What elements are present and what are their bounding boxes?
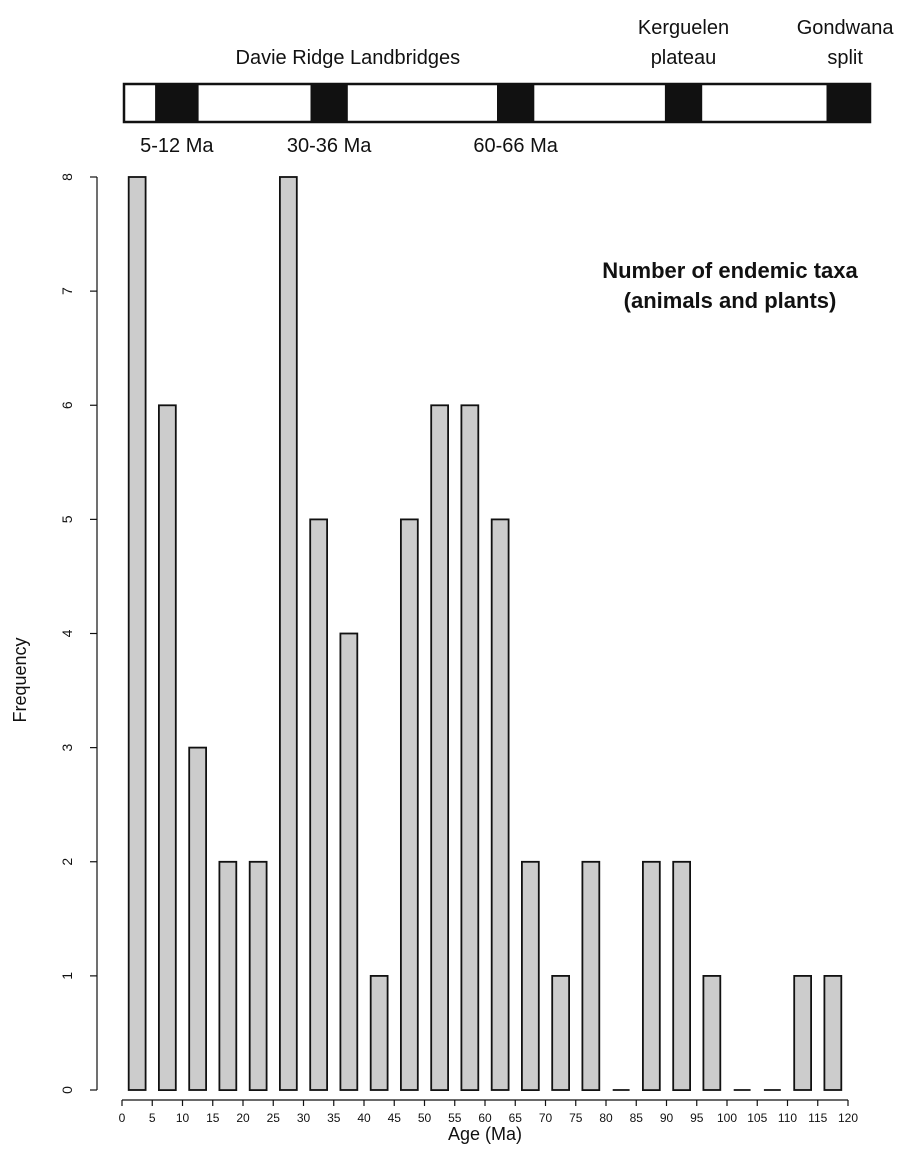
timeline-event-3 [664,84,703,122]
timeline-top-label: Gondwana [797,17,895,39]
bar-60-65 [490,518,510,1091]
bar-15-20 [218,860,238,1091]
x-tick-label: 95 [690,1111,704,1125]
x-tick-label: 25 [267,1111,281,1125]
timeline-top-label: Kerguelen [638,17,729,39]
timeline-top-label: plateau [651,47,717,69]
timeline-bottom-label: 5-12 Ma [140,135,214,157]
y-tick-label: 0 [59,1086,75,1094]
y-tick-label: 1 [59,972,75,980]
axes: 0 5 10 15 20 25 30 35 40 45 50 55 60 65 70 75 80 85 90 95 10… [59,173,858,1125]
x-tick-label: 85 [630,1111,644,1125]
timeline-event-4 [826,84,870,122]
bar-85-90 [642,860,661,1091]
bar-75-80 [581,860,601,1091]
bar-45-50 [399,518,419,1091]
y-tick-label: 3 [59,744,75,752]
bar-30-35 [309,518,329,1091]
y-tick-label: 8 [59,173,75,181]
timeline-bottom-label: 60-66 Ma [473,135,558,157]
annotation-line-1: Number of endemic taxa [602,258,858,283]
bar-90-95 [672,860,692,1091]
bar-50-55 [430,404,450,1091]
bar-95-100 [702,975,722,1091]
x-tick-label: 115 [808,1111,827,1125]
bar-40-45 [369,975,389,1091]
x-tick-label: 30 [297,1111,311,1125]
x-tick-label: 65 [509,1111,523,1125]
timeline-top-label: Davie Ridge Landbridges [236,47,461,69]
bar-5-10 [157,404,177,1091]
timeline-event-1 [310,84,348,122]
bars [127,176,843,1091]
bar-110-115 [793,975,813,1091]
x-tick-label: 105 [747,1111,767,1125]
x-tick-label: 110 [778,1111,797,1125]
x-tick-label: 120 [838,1111,858,1125]
x-tick-label: 70 [539,1111,553,1125]
x-tick-label: 40 [357,1111,371,1125]
y-axis-title: Frequency [10,637,30,722]
timeline-top-label: split [827,47,863,69]
bar-70-75 [551,975,571,1091]
bar-115-120 [823,975,843,1091]
x-tick-label: 80 [599,1111,613,1125]
x-tick-label: 15 [206,1111,220,1125]
timeline-event-2 [497,84,535,122]
y-tick-label: 7 [59,287,75,295]
x-tick-label: 55 [448,1111,462,1125]
annotation-line-2: (animals and plants) [624,288,837,313]
y-tick-label: 6 [59,401,75,409]
timeline-bar: Davie Ridge Landbridges Kerguelen plateau G… [122,17,895,157]
x-tick-label: 90 [660,1111,674,1125]
bar-55-60 [460,404,480,1091]
bar-10-15 [188,746,207,1091]
x-tick-label: 75 [569,1111,583,1125]
x-tick-label: 35 [327,1111,341,1125]
x-tick-label: 5 [149,1111,156,1125]
x-tick-label: 0 [119,1111,126,1125]
timeline-event-0 [155,84,199,122]
y-tick-label: 4 [59,629,75,637]
x-tick-label: 60 [478,1111,492,1125]
x-tick-label: 10 [176,1111,190,1125]
x-tick-label: 20 [236,1111,250,1125]
x-tick-label: 100 [717,1111,737,1125]
timeline-bottom-label: 30-36 Ma [287,135,372,157]
bar-25-30 [278,176,298,1091]
x-axis-title: Age (Ma) [448,1124,522,1144]
bar-35-40 [339,632,359,1091]
bar-20-25 [248,860,268,1091]
x-tick-label: 45 [388,1111,402,1125]
bar-65-70 [521,860,540,1091]
x-tick-label: 50 [418,1111,432,1125]
bar-0-5 [127,176,147,1091]
y-tick-label: 5 [59,515,75,523]
y-tick-label: 2 [59,858,75,866]
